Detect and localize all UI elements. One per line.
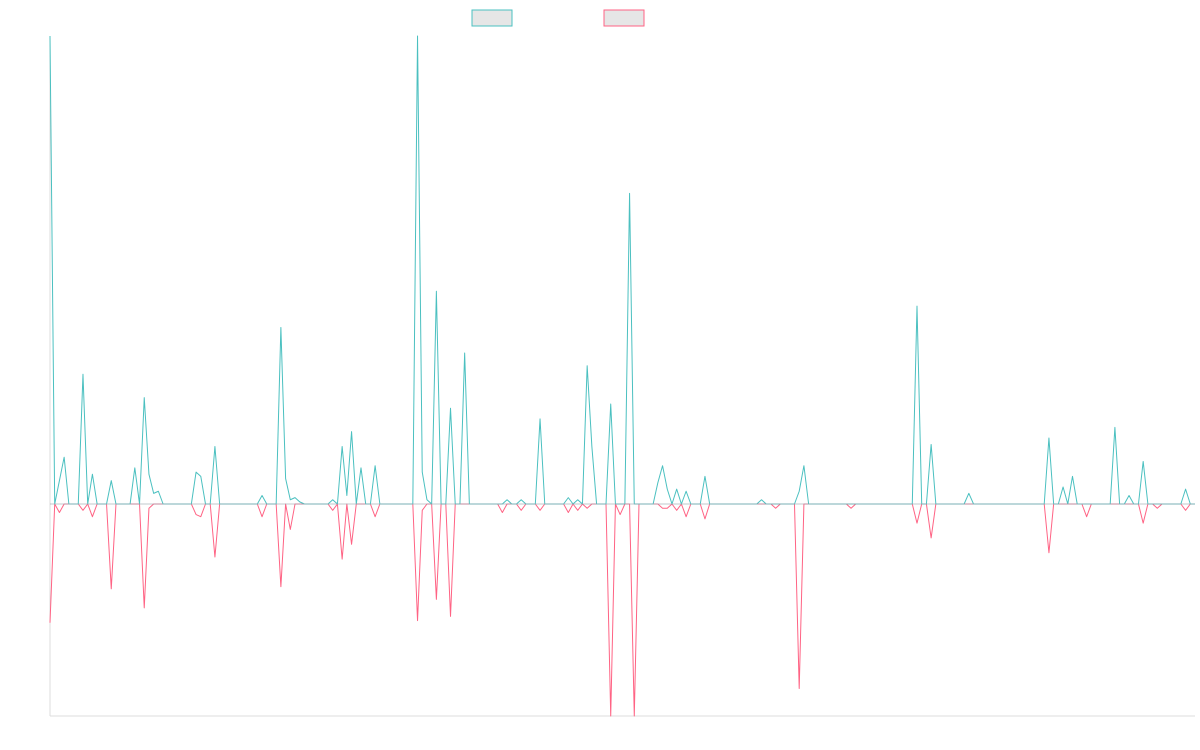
series-line-2 [49,503,1195,717]
chart-series-layer [49,35,1195,717]
series-line-1 [49,35,1195,505]
chart-legend[interactable] [471,9,645,27]
legend-swatch-series-2[interactable] [603,9,645,27]
chart-axes [49,36,1195,717]
legend-swatch-series-1[interactable] [471,9,513,27]
